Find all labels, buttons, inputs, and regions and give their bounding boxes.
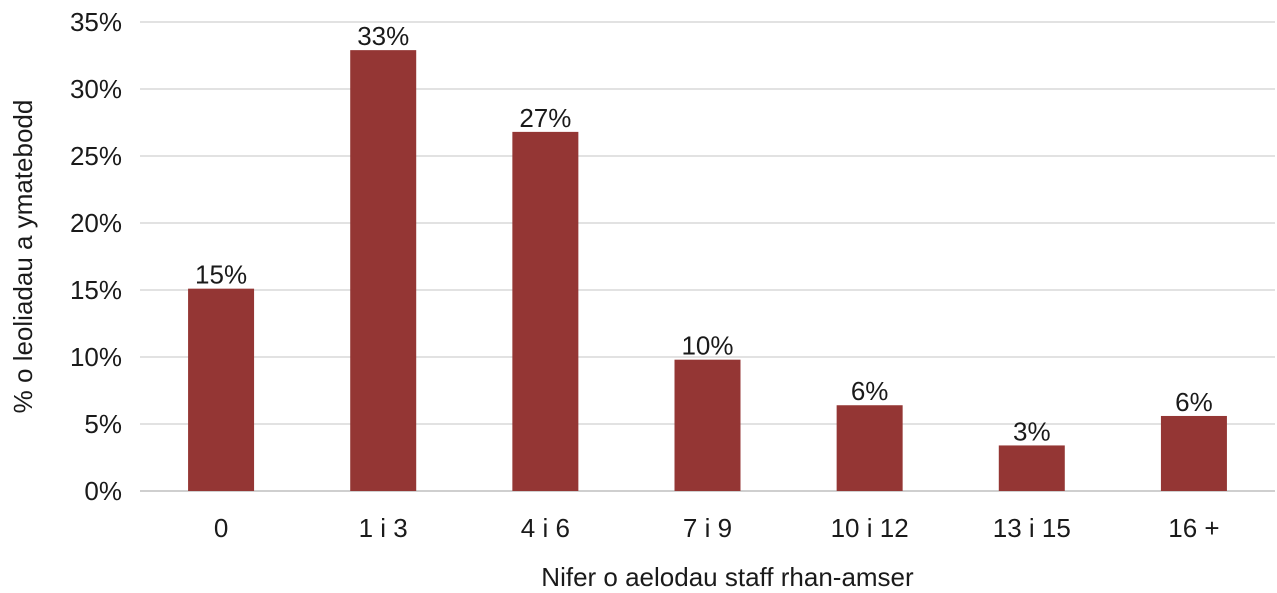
x-tick-label: 10 i 12 [831,513,909,543]
bar [674,359,741,491]
x-tick-label: 7 i 9 [683,513,732,543]
y-tick-label: 35% [70,7,122,37]
y-tick-label: 10% [70,342,122,372]
bar [836,405,903,491]
x-axis-categories: 0 1 i 3 4 i 6 7 i 9 10 i 12 13 i 15 16 + [214,513,1220,543]
x-tick-label: 4 i 6 [521,513,570,543]
y-axis-title: % o leoliadau a ymatebodd [8,100,38,414]
data-label: 6% [851,376,889,406]
x-tick-label: 0 [214,513,228,543]
bar [350,50,417,491]
y-tick-label: 20% [70,208,122,238]
y-tick-label: 25% [70,141,122,171]
data-label: 10% [681,331,733,361]
x-tick-label: 1 i 3 [359,513,408,543]
x-tick-label: 13 i 15 [993,513,1071,543]
y-tick-label: 30% [70,74,122,104]
bar [188,288,255,491]
gridlines [140,21,1275,492]
x-tick-label: 16 + [1168,513,1219,543]
data-label: 3% [1013,416,1051,446]
data-label: 15% [195,260,247,290]
data-labels: 15% 33% 27% 10% 6% 3% 6% [195,21,1213,446]
data-label: 27% [519,103,571,133]
y-tick-label: 5% [84,409,122,439]
y-tick-label: 15% [70,275,122,305]
x-axis-title: Nifer o aelodau staff rhan-amser [541,562,914,592]
y-tick-label: 0% [84,476,122,506]
bars [188,50,1227,491]
y-axis-ticks: 0% 5% 10% 15% 20% 25% 30% 35% [70,7,122,506]
bar [1160,415,1227,491]
bar [512,131,579,491]
data-label: 33% [357,21,409,51]
bar [998,445,1065,491]
data-label: 6% [1175,387,1213,417]
